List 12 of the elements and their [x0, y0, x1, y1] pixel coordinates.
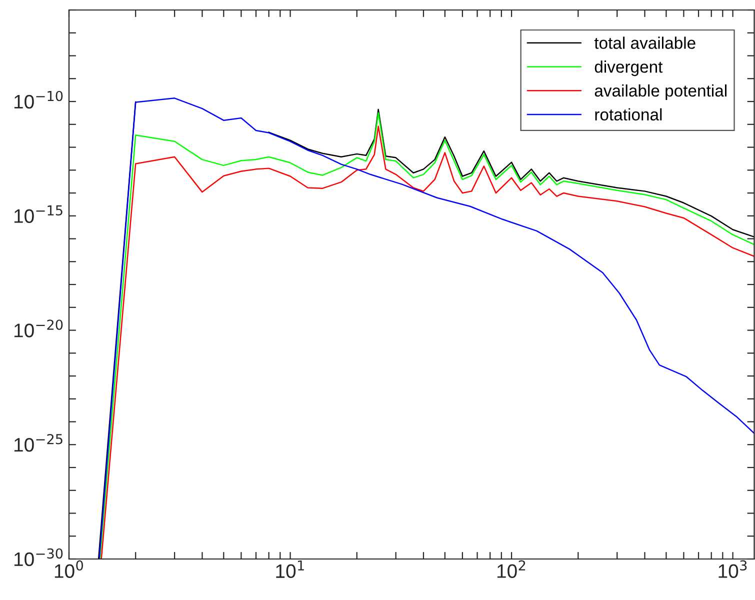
y-tick-label: 10$^{−10}$	[14, 90, 63, 109]
x-tick-label: 10$^{0}$	[54, 560, 84, 578]
legend-label: total available	[594, 36, 696, 49]
x-tick-label: 10$^{2}$	[497, 560, 526, 578]
y-tick-label: 10$^{−15}$	[14, 205, 62, 223]
y-tick-label: 10$^{−25}$	[14, 434, 62, 452]
x-tick-label: 10$^{1}$	[276, 560, 304, 578]
x-tick-label: 10$^{3}$	[718, 560, 747, 578]
legend-label: divergent	[594, 60, 663, 76]
y-tick-label: 10$^{−20}$	[14, 320, 63, 338]
legend-label: available potential	[594, 84, 726, 100]
legend-label: rotational	[595, 108, 662, 121]
